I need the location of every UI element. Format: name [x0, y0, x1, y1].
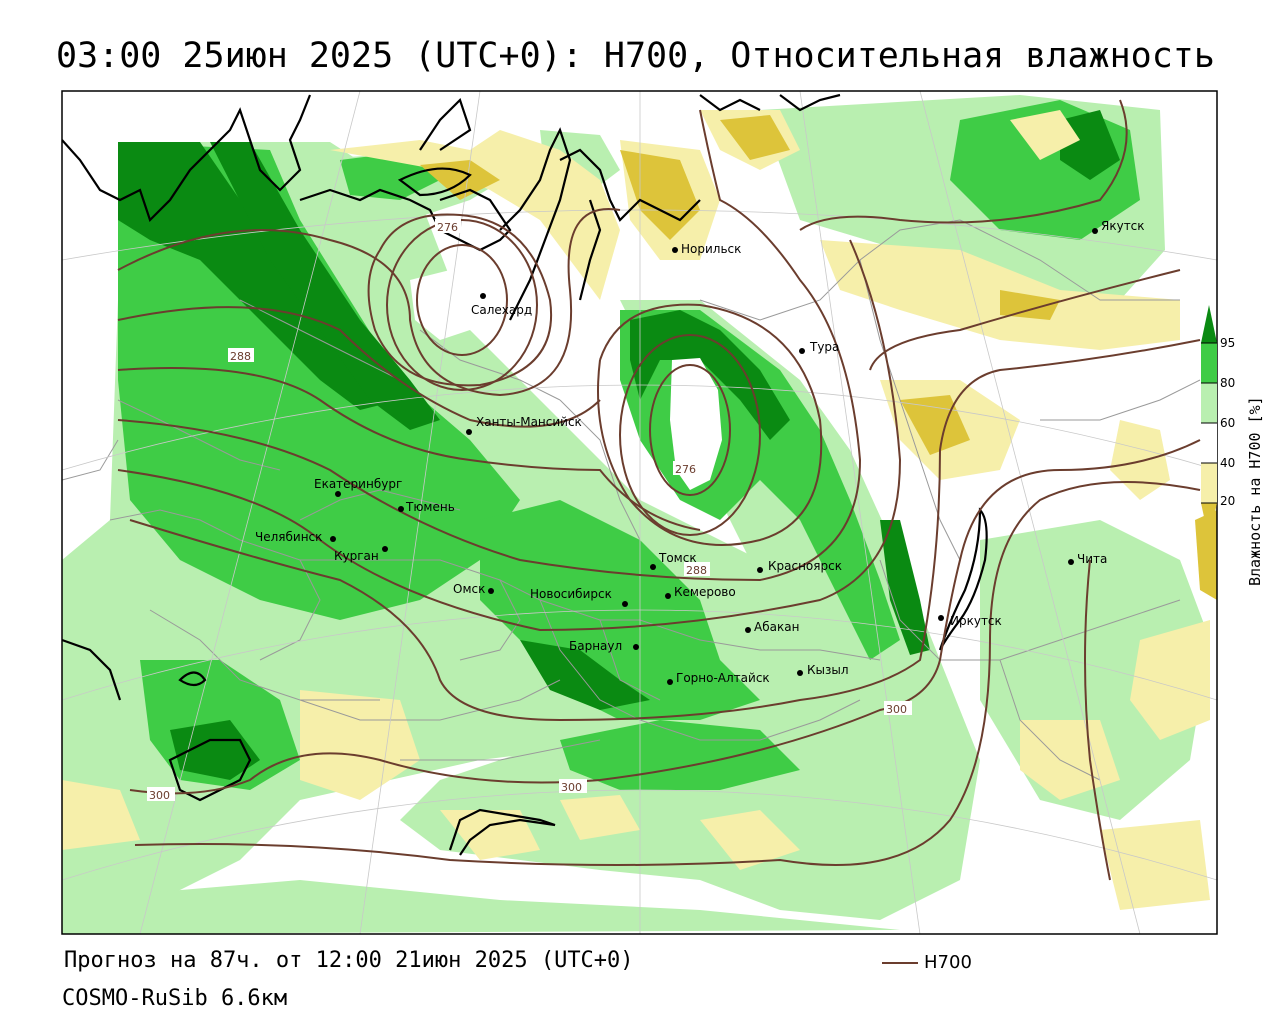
contour-label: 276 [675, 463, 696, 476]
contour-line [619, 334, 761, 536]
contour-line [117, 208, 621, 397]
cities: Якутск Норильск Салехард Тура Ханты-Манс… [255, 219, 1145, 685]
colorbar-tick: 20 [1220, 494, 1236, 508]
city-label: Горно-Алтайск [676, 671, 770, 685]
contour-labels: 276 288 276 288 300 300 300 [147, 219, 912, 802]
city-label: Барнаул [569, 639, 622, 653]
contour-line [117, 239, 902, 632]
city-label: Норильск [681, 242, 741, 256]
contour-line [386, 219, 538, 391]
contour-line [367, 213, 553, 387]
colorbar-segment-60 [1201, 383, 1217, 423]
city-label: Тура [809, 340, 839, 354]
contour-label: 288 [686, 564, 707, 577]
contour-line [129, 339, 1201, 722]
colorbar-tick: 95 [1220, 336, 1236, 350]
city-label: Якутск [1101, 219, 1145, 233]
contour-label: 288 [230, 350, 251, 363]
contour-legend-label: H700 [924, 952, 972, 973]
graticule [62, 91, 1217, 934]
city-label: Курган [334, 549, 379, 563]
colorbar-tick: 60 [1220, 416, 1236, 430]
contour-line [117, 367, 701, 531]
model-name: COSMO-RuSib 6.6км [62, 986, 288, 1011]
city-label: Новосибирск [530, 587, 612, 601]
city-label: Иркутск [950, 614, 1002, 628]
contour-line [799, 99, 1128, 231]
map-frame [61, 90, 1218, 935]
city-label: Томск [658, 551, 697, 565]
city-label: Омск [453, 582, 485, 596]
contour-line [129, 439, 1201, 795]
contour-label: 300 [149, 789, 170, 802]
colorbar-title: Влажность на H700 [%] [1246, 396, 1264, 586]
colorbar-arrow-top [1201, 305, 1217, 343]
colorbar-tick: 40 [1220, 456, 1236, 470]
city-label: Кемерово [674, 585, 736, 599]
colorbar-arrow-bottom [1201, 503, 1217, 540]
contour-line [416, 244, 508, 356]
map-title: 03:00 25июн 2025 (UTC+0): H700, Относите… [56, 36, 1215, 76]
city-label: Абакан [754, 620, 799, 634]
h700-contours [117, 99, 1201, 881]
city-label: Чита [1077, 552, 1107, 566]
contour-line [869, 269, 1181, 371]
colorbar [1201, 305, 1217, 540]
city-label: Челябинск [255, 530, 322, 544]
city-label: Кызыл [807, 663, 849, 677]
contour-line [117, 109, 862, 582]
forecast-info: Прогноз на 87ч. от 12:00 21июн 2025 (UTC… [64, 948, 634, 973]
contour-legend-line [882, 961, 918, 964]
contour-label: 300 [886, 703, 907, 716]
contour-label: 300 [561, 781, 582, 794]
contour-line [649, 364, 731, 496]
coastlines [62, 93, 988, 856]
city-label: Тюмень [405, 500, 455, 514]
colorbar-segment-20 [1201, 463, 1217, 503]
city-label: Екатеринбург [314, 477, 402, 491]
city-label: Ханты-Мансийск [476, 415, 582, 429]
region-borders [62, 219, 1201, 781]
colorbar-tick: 80 [1220, 376, 1236, 390]
contour-label: 276 [437, 221, 458, 234]
contour-line [597, 303, 823, 546]
humidity-field [62, 95, 1217, 934]
contour-line [117, 306, 601, 428]
city-label: Красноярск [768, 559, 842, 573]
city-label: Салехард [471, 303, 532, 317]
colorbar-segment-40 [1201, 423, 1217, 463]
contour-legend: H700 [882, 952, 972, 973]
contour-line [134, 481, 1201, 866]
contour-line [1084, 559, 1111, 881]
colorbar-segment-80 [1201, 343, 1217, 383]
